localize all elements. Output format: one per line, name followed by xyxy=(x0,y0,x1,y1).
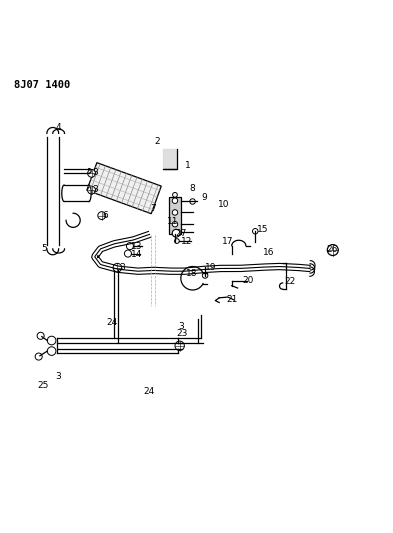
Text: 23: 23 xyxy=(176,328,187,337)
Text: 26: 26 xyxy=(326,245,337,254)
Circle shape xyxy=(175,341,184,351)
Text: 5: 5 xyxy=(42,244,48,253)
Text: 3: 3 xyxy=(119,263,125,272)
Text: 21: 21 xyxy=(226,295,237,304)
Circle shape xyxy=(88,169,95,177)
Polygon shape xyxy=(87,163,161,214)
Text: 16: 16 xyxy=(263,247,275,256)
Text: 10: 10 xyxy=(218,200,230,209)
Circle shape xyxy=(172,222,178,227)
Text: 15: 15 xyxy=(257,225,268,234)
Circle shape xyxy=(172,198,178,204)
Circle shape xyxy=(327,245,338,255)
Circle shape xyxy=(172,209,178,215)
Text: 6: 6 xyxy=(103,211,108,220)
Circle shape xyxy=(252,229,258,234)
Text: 4: 4 xyxy=(56,123,61,132)
Text: 14: 14 xyxy=(131,251,143,259)
Text: 17: 17 xyxy=(222,237,233,246)
Polygon shape xyxy=(163,149,177,168)
Text: 13: 13 xyxy=(131,243,143,252)
Circle shape xyxy=(173,192,177,197)
Circle shape xyxy=(174,239,179,244)
Text: 20: 20 xyxy=(242,276,254,285)
Text: 3: 3 xyxy=(179,322,184,331)
Text: 3: 3 xyxy=(93,168,98,177)
Text: 2: 2 xyxy=(154,136,160,146)
Text: 19: 19 xyxy=(204,263,216,272)
Circle shape xyxy=(125,250,132,257)
Text: 22: 22 xyxy=(284,277,295,286)
Circle shape xyxy=(127,243,134,249)
Circle shape xyxy=(202,273,208,278)
Text: 7: 7 xyxy=(150,205,156,213)
Circle shape xyxy=(35,353,42,360)
Text: 25: 25 xyxy=(37,382,49,391)
Circle shape xyxy=(172,229,180,237)
Text: 12: 12 xyxy=(181,237,193,246)
Text: 18: 18 xyxy=(186,269,198,278)
Bar xyxy=(169,197,181,234)
Circle shape xyxy=(113,263,122,272)
Circle shape xyxy=(190,199,195,204)
Circle shape xyxy=(88,186,95,194)
Text: 9: 9 xyxy=(202,193,207,202)
Text: 3: 3 xyxy=(56,373,62,382)
Circle shape xyxy=(47,347,56,356)
Text: 24: 24 xyxy=(106,318,117,327)
Text: 11: 11 xyxy=(167,217,178,226)
Circle shape xyxy=(37,332,44,340)
Text: 3: 3 xyxy=(93,185,98,194)
Circle shape xyxy=(47,336,56,345)
Text: 27: 27 xyxy=(175,229,187,238)
Text: 8J07 1400: 8J07 1400 xyxy=(15,80,71,91)
Circle shape xyxy=(98,212,106,220)
Text: 8: 8 xyxy=(190,184,195,192)
Text: 1: 1 xyxy=(185,161,191,170)
Text: 24: 24 xyxy=(143,386,154,395)
